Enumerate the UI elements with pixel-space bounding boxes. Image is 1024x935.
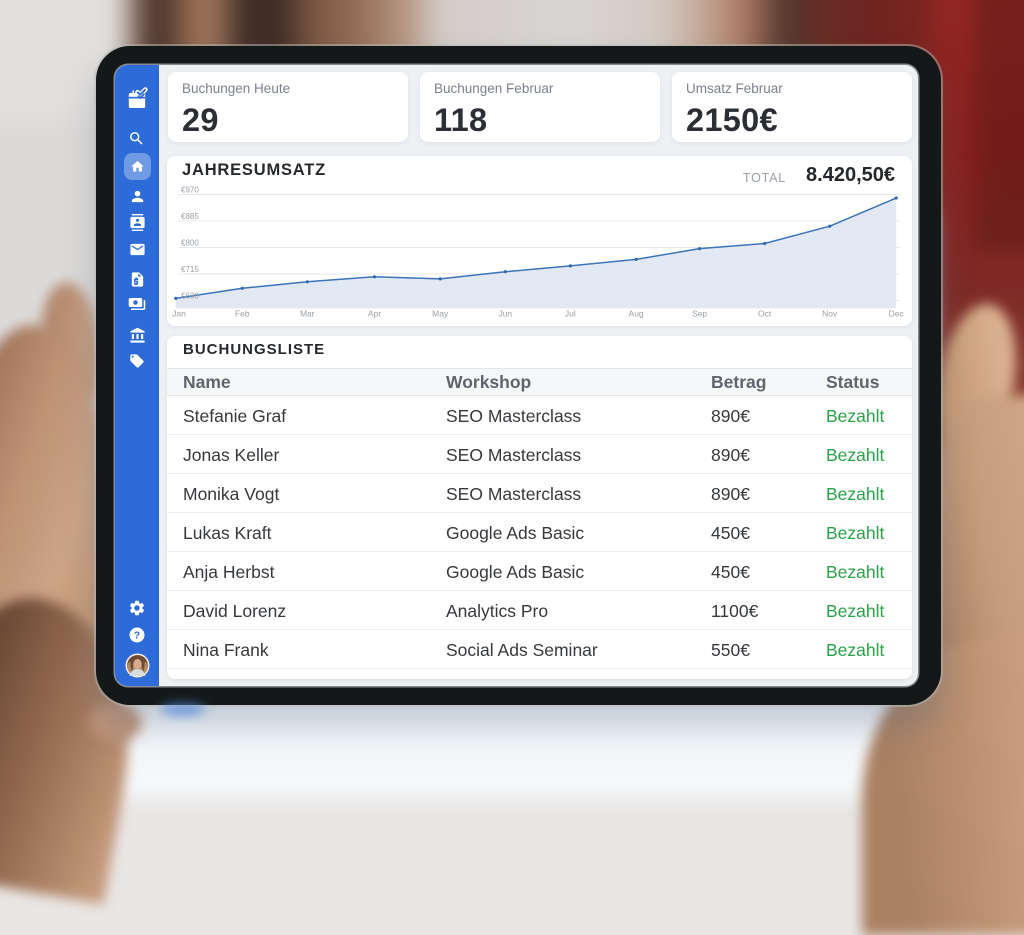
- svg-text:Nov: Nov: [822, 309, 838, 319]
- svg-text:Jan: Jan: [172, 309, 186, 319]
- svg-text:Feb: Feb: [235, 309, 250, 319]
- svg-text:€885: €885: [181, 212, 199, 221]
- svg-text:May: May: [432, 309, 449, 319]
- svg-text:Mar: Mar: [300, 309, 315, 319]
- svg-text:Sep: Sep: [692, 309, 707, 319]
- svg-text:Oct: Oct: [758, 309, 772, 319]
- svg-text:?: ?: [134, 630, 140, 642]
- svg-text:Dec: Dec: [889, 309, 905, 319]
- svg-text:Jul: Jul: [565, 309, 576, 319]
- svg-text:€970: €970: [181, 186, 199, 195]
- svg-text:€715: €715: [181, 265, 199, 274]
- svg-text:Jun: Jun: [498, 309, 512, 319]
- svg-text:€800: €800: [181, 239, 199, 248]
- svg-text:Apr: Apr: [368, 309, 381, 319]
- svg-text:€630: €630: [181, 292, 199, 301]
- svg-text:Aug: Aug: [629, 309, 644, 319]
